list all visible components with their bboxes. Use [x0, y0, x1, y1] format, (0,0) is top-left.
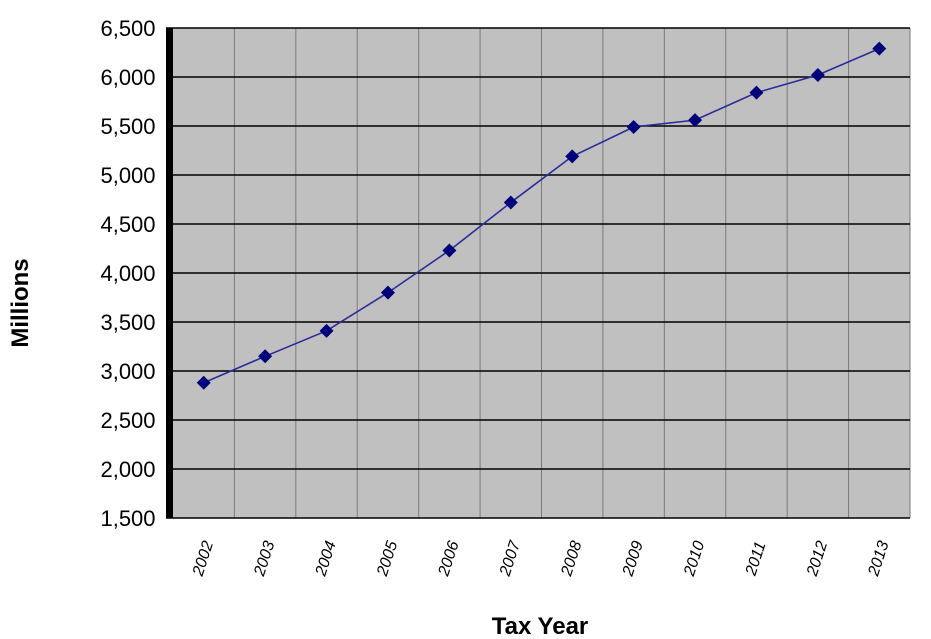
x-tick-label: 2006 — [435, 539, 463, 579]
y-axis-ticks: 1,500 2,000 2,500 3,000 3,500 4,000 4,500 5,000… — [100, 16, 155, 531]
x-tick-label: 2013 — [865, 539, 893, 579]
x-tick-label: 2011 — [742, 540, 769, 579]
x-tick-label: 2007 — [497, 538, 525, 579]
data-point-marker — [442, 243, 457, 258]
data-point-marker — [503, 195, 518, 210]
x-axis-title: Tax Year — [492, 613, 589, 639]
x-tick-label: 2010 — [681, 539, 709, 579]
y-tick-label: 6,500 — [100, 16, 155, 41]
y-tick-label: 4,000 — [100, 261, 155, 286]
y-tick-label: 3,000 — [100, 359, 155, 384]
data-point-marker — [688, 113, 703, 128]
data-point-marker — [380, 285, 395, 300]
data-point-marker — [749, 85, 764, 100]
y-tick-label: 6,000 — [100, 65, 155, 90]
y-tick-label: 5,500 — [100, 114, 155, 139]
y-tick-label: 5,000 — [100, 163, 155, 188]
y-tick-label: 3,500 — [100, 310, 155, 335]
y-axis-title: Millions — [7, 258, 34, 347]
series-line — [203, 47, 880, 384]
data-point-marker — [196, 375, 211, 390]
data-point-marker — [872, 41, 887, 56]
series-layer — [196, 41, 887, 390]
data-point-marker — [565, 149, 580, 164]
x-tick-label: 2002 — [190, 539, 218, 579]
y-tick-label: 1,500 — [100, 506, 155, 531]
data-point-marker — [810, 68, 825, 83]
x-tick-label: 2008 — [558, 539, 586, 579]
data-point-marker — [319, 323, 334, 338]
x-axis-ticks: 2002 2003 2004 2005 2006 2007 2008 2009 2010 2011… — [190, 538, 893, 579]
left-axis-bar — [166, 28, 173, 518]
y-tick-label: 4,500 — [100, 212, 155, 237]
data-point-marker — [626, 119, 641, 134]
x-tick-label: 2012 — [804, 539, 832, 579]
y-tick-label: 2,000 — [100, 457, 155, 482]
x-tick-label: 2004 — [312, 539, 340, 579]
x-tick-label: 2003 — [251, 539, 279, 579]
gridlines — [166, 27, 911, 519]
data-point-marker — [258, 349, 273, 364]
x-tick-label: 2005 — [374, 539, 402, 579]
y-tick-label: 2,500 — [100, 408, 155, 433]
x-tick-label: 2009 — [619, 539, 647, 579]
